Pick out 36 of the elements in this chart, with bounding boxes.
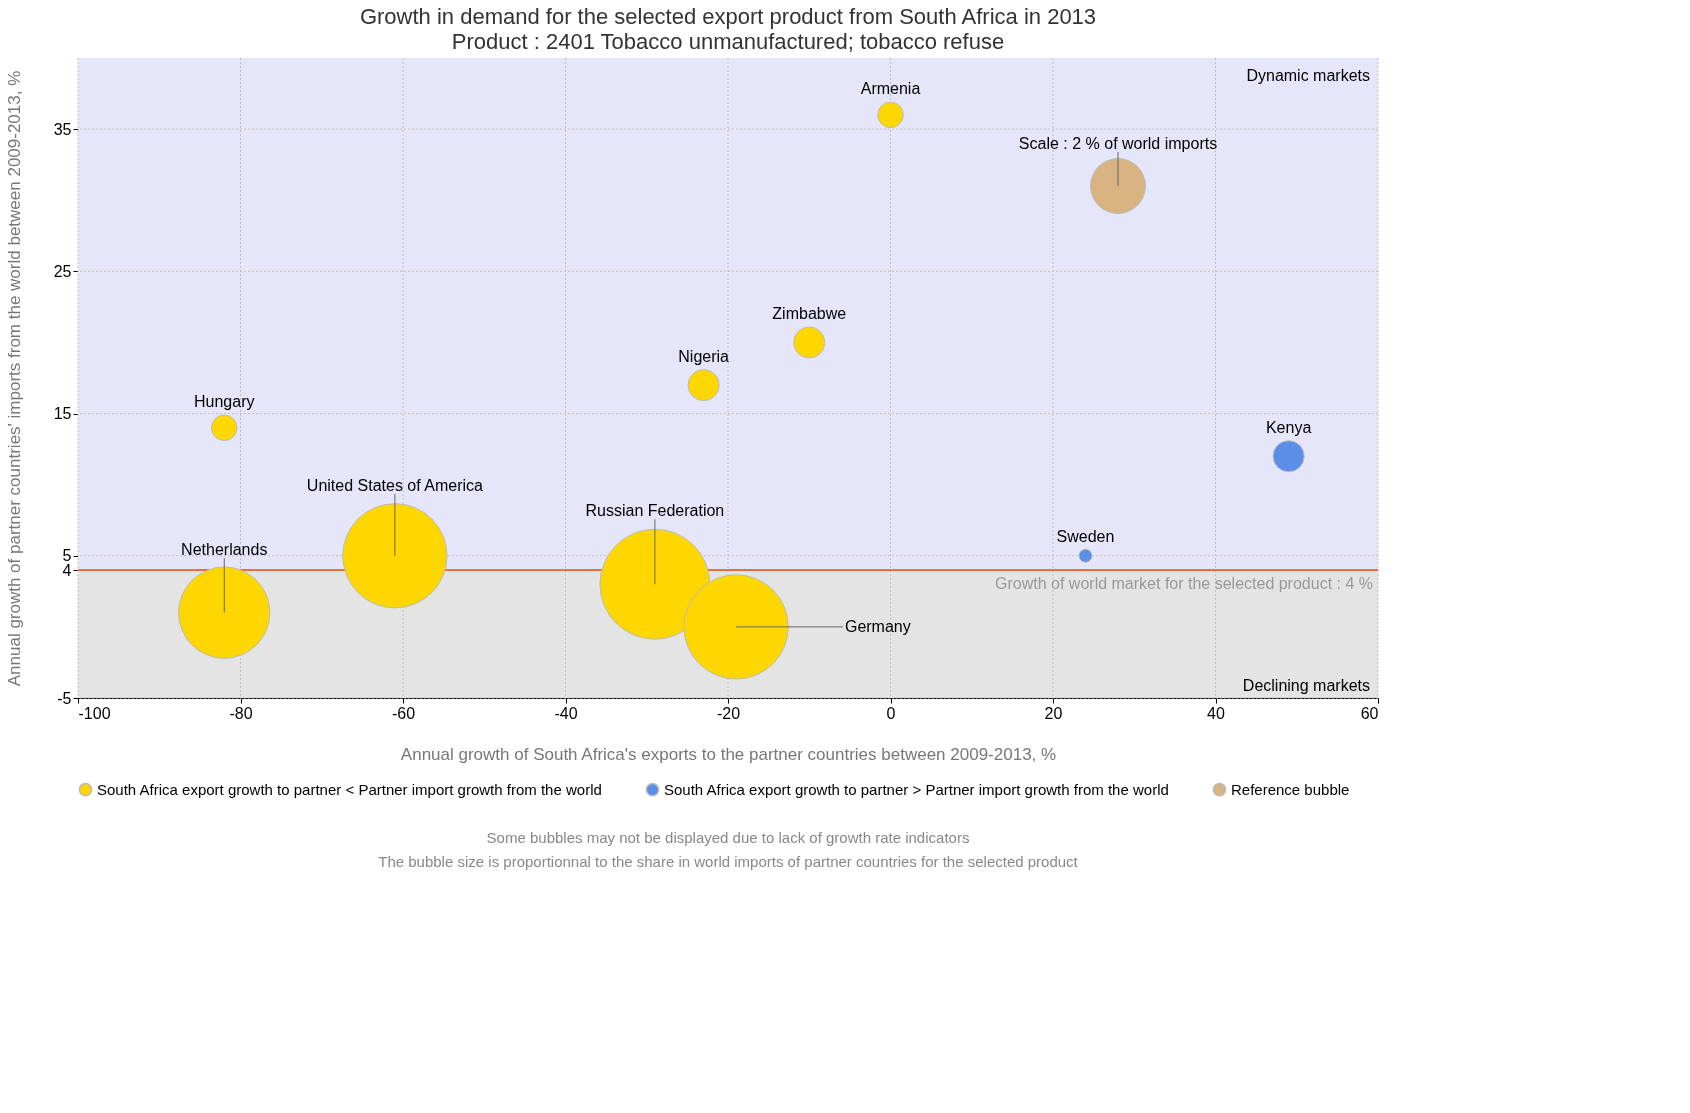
- annotation: Armenia: [860, 80, 921, 98]
- y-tick-label: 35: [53, 120, 72, 138]
- x-tick-label: 60: [1360, 704, 1379, 722]
- x-tick-label: -100: [78, 704, 111, 722]
- x-tick-label: -60: [391, 704, 416, 722]
- y-axis-title: Annual growth of partner countries' imports from the world between 2009-2013, %: [4, 70, 24, 687]
- x-tick-label: -80: [229, 704, 253, 722]
- ref-line-label: Growth of world market for the selected product : 4 %: [995, 575, 1373, 592]
- annotation: Zimbabwe: [772, 304, 847, 322]
- legend-label: South Africa export growth to partner < Partner import growth from the world: [97, 780, 602, 798]
- text: Some bubbles may not be displayed due to lack of growth rate indicators: [486, 829, 970, 846]
- annotation: Germany: [844, 617, 911, 635]
- y-tick-label: 15: [53, 405, 72, 423]
- x-tick-label: 20: [1044, 704, 1063, 722]
- annotation: United States of America: [306, 476, 484, 494]
- band-label: Dynamic markets: [1246, 67, 1370, 84]
- x-tick-label: 0: [886, 704, 896, 722]
- y-tick-label: 25: [53, 262, 72, 280]
- annotation: Kenya: [1265, 418, 1312, 436]
- y-tick-label: -5: [57, 689, 72, 707]
- annotation: Netherlands: [181, 541, 268, 559]
- x-tick-label: -20: [716, 704, 741, 722]
- annotation: Scale : 2 % of world imports: [1018, 135, 1218, 152]
- x-tick-label: -40: [554, 704, 578, 722]
- annotation: Sweden: [1056, 528, 1115, 546]
- chart-subtitle: Product : 2401 Tobacco unmanufactured; tobacco refuse: [451, 28, 1005, 54]
- annotation: Nigeria: [678, 347, 730, 365]
- text: The bubble size is proportionnal to the share in world imports of partner countries for the selected product: [378, 853, 1079, 870]
- x-tick-label: 40: [1207, 704, 1225, 722]
- annotation: Russian Federation: [585, 502, 725, 520]
- chart-title: Growth in demand for the selected export product from South Africa in 2013: [359, 3, 1097, 29]
- legend-label: South Africa export growth to partner > Partner import growth from the world: [664, 780, 1169, 798]
- band-label: Declining markets: [1242, 677, 1370, 694]
- legend-label: Reference bubble: [1231, 780, 1350, 798]
- x-axis-title: Annual growth of South Africa's exports to the partner countries between 2009-2013, %: [400, 744, 1057, 764]
- annotation: Hungary: [194, 393, 255, 411]
